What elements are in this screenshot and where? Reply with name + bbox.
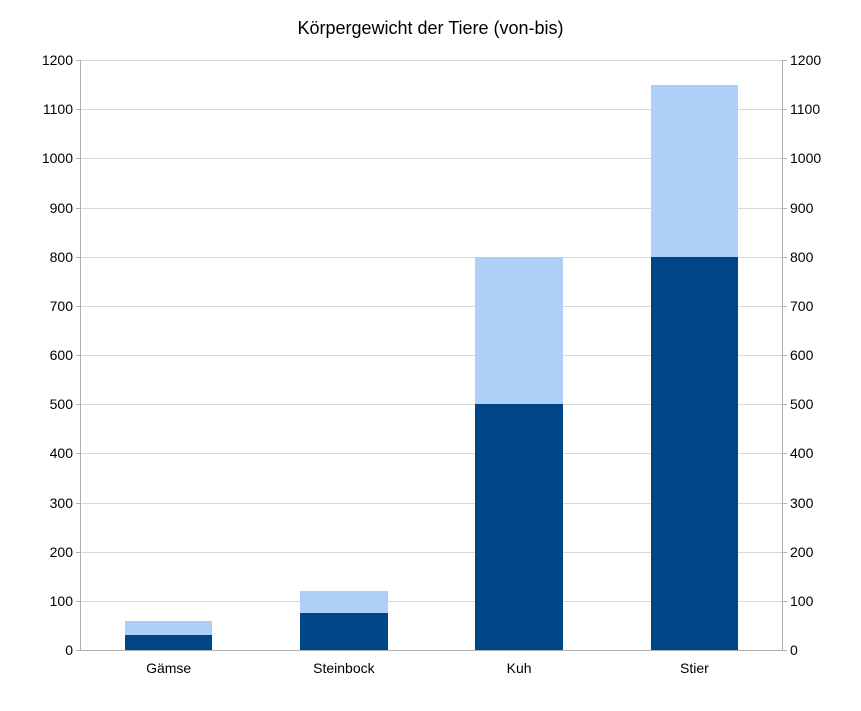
- y-tick-left: [76, 306, 81, 307]
- y-axis-label-left: 1000: [42, 150, 73, 166]
- y-tick-right: [782, 503, 787, 504]
- y-tick-right: [782, 650, 787, 651]
- y-tick-right: [782, 552, 787, 553]
- chart-title: Körpergewicht der Tiere (von-bis): [0, 18, 861, 39]
- y-axis-label-left: 1100: [43, 101, 73, 117]
- y-axis-label-right: 800: [790, 249, 813, 265]
- y-axis-label-right: 900: [790, 200, 813, 216]
- x-axis-label: Steinbock: [313, 660, 374, 676]
- y-tick-left: [76, 208, 81, 209]
- chart-container: Körpergewicht der Tiere (von-bis) 001001…: [0, 0, 861, 711]
- bar-segment-bis: [651, 85, 739, 257]
- y-tick-right: [782, 208, 787, 209]
- y-axis-label-left: 600: [50, 347, 73, 363]
- y-axis-label-right: 600: [790, 347, 813, 363]
- bar-segment-bis: [300, 591, 388, 613]
- y-tick-right: [782, 306, 787, 307]
- y-axis-label-right: 700: [790, 298, 813, 314]
- y-axis-label-left: 100: [50, 593, 73, 609]
- x-axis-label: Stier: [680, 660, 709, 676]
- y-tick-left: [76, 404, 81, 405]
- y-axis-label-right: 1100: [790, 101, 820, 117]
- y-tick-left: [76, 552, 81, 553]
- y-axis-label-right: 0: [790, 642, 798, 658]
- y-tick-right: [782, 453, 787, 454]
- y-tick-right: [782, 601, 787, 602]
- y-tick-left: [76, 257, 81, 258]
- y-axis-label-right: 100: [790, 593, 813, 609]
- y-axis-label-right: 400: [790, 445, 813, 461]
- y-tick-left: [76, 355, 81, 356]
- y-axis-label-left: 900: [50, 200, 73, 216]
- y-axis-label-left: 700: [50, 298, 73, 314]
- y-axis-label-left: 200: [50, 544, 73, 560]
- plot-area: 0010010020020030030040040050050060060070…: [80, 60, 783, 651]
- y-tick-left: [76, 158, 81, 159]
- y-tick-right: [782, 158, 787, 159]
- y-tick-right: [782, 355, 787, 356]
- y-tick-right: [782, 257, 787, 258]
- bar-segment-von: [475, 404, 563, 650]
- y-axis-label-right: 500: [790, 396, 813, 412]
- y-axis-label-right: 300: [790, 495, 813, 511]
- y-tick-left: [76, 650, 81, 651]
- y-axis-label-right: 200: [790, 544, 813, 560]
- bar-segment-von: [300, 613, 388, 650]
- y-axis-label-left: 0: [65, 642, 73, 658]
- y-axis-label-left: 500: [50, 396, 73, 412]
- y-tick-left: [76, 453, 81, 454]
- y-tick-right: [782, 109, 787, 110]
- y-tick-left: [76, 601, 81, 602]
- y-axis-label-left: 300: [50, 495, 73, 511]
- y-axis-label-right: 1000: [790, 150, 821, 166]
- bar-segment-von: [125, 635, 213, 650]
- bar-segment-bis: [475, 257, 563, 405]
- y-tick-right: [782, 404, 787, 405]
- y-axis-label-left: 400: [50, 445, 73, 461]
- y-axis-label-left: 800: [50, 249, 73, 265]
- y-axis-label-left: 1200: [42, 52, 73, 68]
- x-axis-label: Gämse: [146, 660, 191, 676]
- bar-segment-bis: [125, 621, 213, 636]
- bar-segment-von: [651, 257, 739, 650]
- y-tick-left: [76, 60, 81, 61]
- y-tick-left: [76, 109, 81, 110]
- y-tick-right: [782, 60, 787, 61]
- gridline: [81, 60, 782, 61]
- y-axis-label-right: 1200: [790, 52, 821, 68]
- y-tick-left: [76, 503, 81, 504]
- x-axis-label: Kuh: [507, 660, 532, 676]
